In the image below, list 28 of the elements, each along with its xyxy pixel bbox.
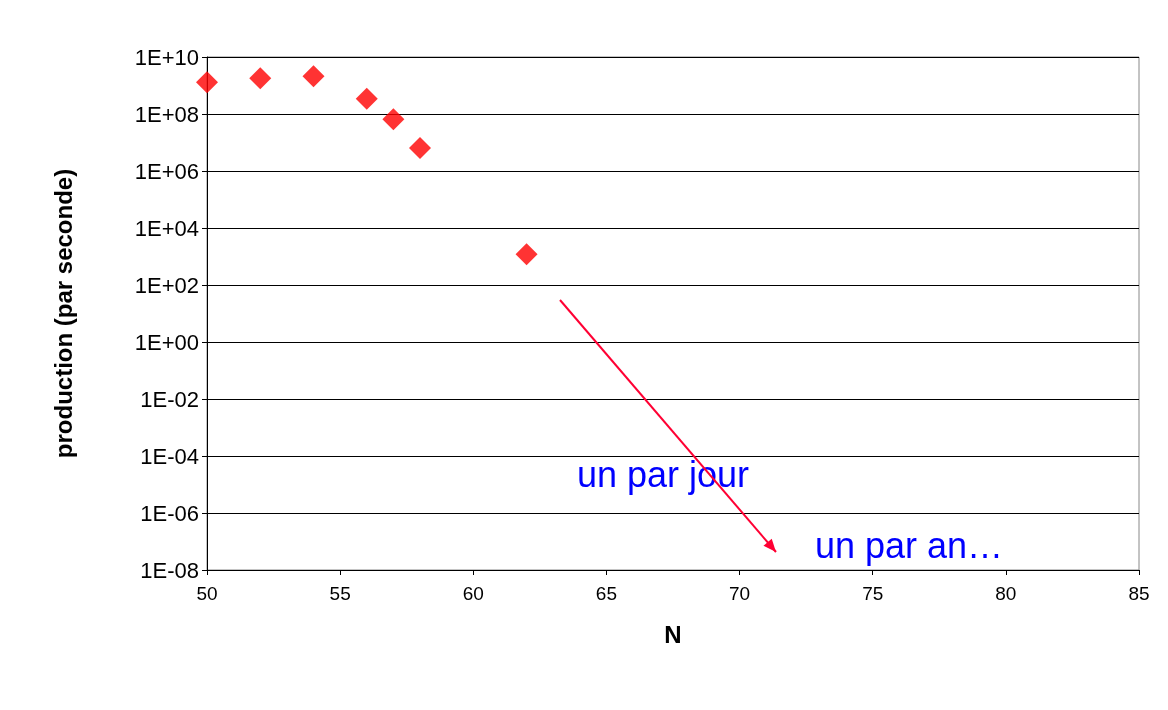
point (355, 87, 378, 110)
y-tick-label: 1E+10 (134, 44, 199, 70)
y-tick-label: 1E+02 (134, 272, 199, 298)
y-tick-label: 1E+08 (134, 101, 199, 127)
x-tick-label: 70 (729, 583, 751, 604)
y-axis-title: production (par seconde) (49, 168, 77, 459)
annotation: un par an… (815, 524, 1004, 566)
y-tick-label: 1E-06 (140, 500, 199, 526)
point (196, 71, 218, 94)
y-tick-label: 1E+06 (134, 158, 199, 184)
point (249, 67, 272, 90)
point (382, 108, 405, 131)
y-tick-label: 1E-08 (140, 557, 199, 583)
x-tick-label: 60 (462, 583, 484, 604)
y-tick-label: 1E+00 (134, 329, 199, 355)
point (302, 65, 325, 88)
y-tick-label: 1E-02 (140, 386, 199, 412)
x-axis-title: N (664, 620, 682, 648)
y-tick-label: 1E-04 (140, 443, 199, 469)
x-tick-label: 50 (196, 583, 218, 604)
x-tick-label: 80 (995, 583, 1017, 604)
x-tick-label: 75 (862, 583, 884, 604)
point (515, 243, 538, 266)
point (409, 137, 432, 160)
x-tick-label: 85 (1128, 583, 1150, 604)
x-tick-label: 65 (595, 583, 617, 604)
x-tick-label: 55 (329, 583, 351, 604)
y-tick-label: 1E+04 (134, 215, 199, 241)
